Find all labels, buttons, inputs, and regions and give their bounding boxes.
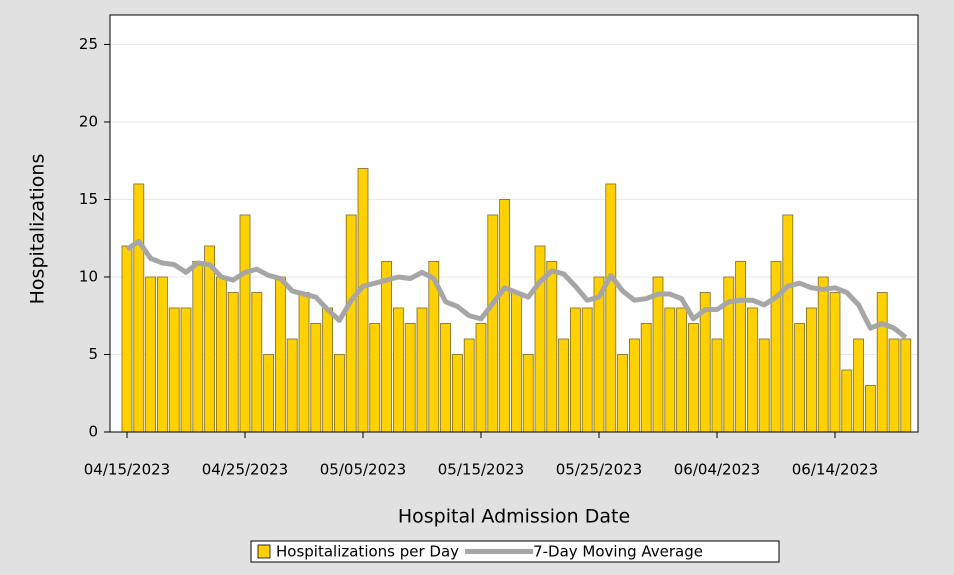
- bar: [345, 214, 357, 433]
- bar: [534, 245, 546, 433]
- bar: [298, 292, 310, 433]
- bar: [286, 338, 298, 433]
- bar: [416, 307, 428, 433]
- bar: [652, 276, 664, 433]
- bar: [369, 323, 381, 433]
- legend-swatch: [257, 544, 271, 559]
- plot-frame: [109, 14, 919, 433]
- x-tick-label: 04/15/2023: [84, 461, 170, 479]
- x-tick-label: 06/14/2023: [792, 461, 878, 479]
- bar: [357, 168, 369, 433]
- bar: [156, 276, 168, 433]
- bar: [735, 261, 746, 433]
- bar: [605, 183, 617, 433]
- bar: [570, 307, 581, 433]
- bar: [133, 183, 145, 433]
- bar: [747, 307, 758, 433]
- bar: [782, 214, 794, 433]
- bar: [629, 338, 640, 433]
- bar: [900, 338, 912, 433]
- bar: [829, 292, 841, 433]
- y-tick-label: 5: [88, 345, 98, 363]
- bar: [841, 369, 853, 433]
- x-tick-label: 05/25/2023: [556, 461, 642, 479]
- bar: [888, 338, 900, 433]
- bar: [227, 292, 239, 433]
- bar: [192, 261, 204, 433]
- bar: [440, 323, 452, 433]
- legend-label: 7-Day Moving Average: [533, 543, 703, 561]
- bar: [251, 292, 263, 433]
- y-tick-label: 15: [79, 190, 98, 208]
- bar: [817, 276, 829, 433]
- legend-label: Hospitalizations per Day: [276, 543, 459, 561]
- bar: [664, 307, 676, 433]
- bar: [711, 338, 723, 433]
- bar: [558, 338, 569, 433]
- bar: [522, 354, 534, 433]
- bar: [581, 307, 593, 433]
- y-tick-label: 0: [88, 423, 98, 441]
- bar: [463, 338, 475, 433]
- bar: [204, 245, 216, 433]
- bar: [168, 307, 180, 433]
- bar: [510, 292, 522, 433]
- bar: [215, 276, 227, 433]
- x-tick-label: 06/04/2023: [674, 461, 760, 479]
- bar: [310, 323, 322, 433]
- bar: [487, 214, 499, 433]
- x-tick-label: 05/15/2023: [438, 461, 524, 479]
- bar: [806, 307, 817, 433]
- bar: [794, 323, 805, 433]
- bar: [392, 307, 404, 433]
- x-tick-label: 05/05/2023: [320, 461, 406, 479]
- bar: [451, 354, 463, 433]
- bar: [688, 323, 699, 433]
- bar: [676, 307, 687, 433]
- x-axis-title: Hospital Admission Date: [398, 506, 630, 528]
- bar: [322, 307, 334, 433]
- y-tick-label: 20: [79, 112, 98, 130]
- bar: [865, 385, 876, 433]
- x-tick-label: 04/25/2023: [202, 461, 288, 479]
- y-tick-label: 25: [79, 35, 98, 53]
- bar: [853, 338, 864, 433]
- y-axis-title: Hospitalizations: [27, 154, 49, 305]
- bar: [333, 354, 345, 433]
- bar: [263, 354, 275, 433]
- bar: [546, 261, 558, 433]
- y-tick-label: 10: [79, 267, 98, 285]
- moving-average-line: [125, 238, 908, 340]
- bar: [475, 323, 487, 433]
- bar: [145, 276, 157, 433]
- bar: [770, 261, 782, 433]
- bar: [180, 307, 192, 433]
- bar: [274, 276, 286, 433]
- bar: [404, 323, 416, 433]
- bar: [381, 261, 393, 433]
- bar: [239, 214, 251, 433]
- bar: [121, 245, 133, 433]
- bar: [499, 199, 511, 433]
- bar: [640, 323, 652, 433]
- bar: [758, 338, 770, 433]
- bar: [617, 354, 628, 433]
- bar: [876, 292, 888, 433]
